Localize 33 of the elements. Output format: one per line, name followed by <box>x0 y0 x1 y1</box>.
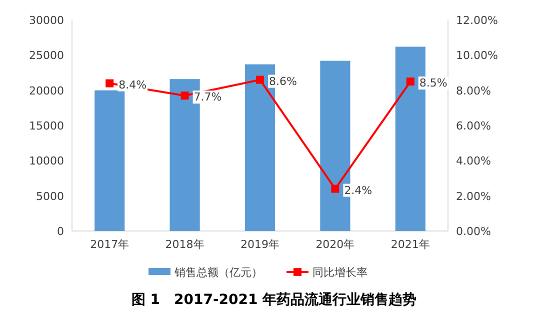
y-tick-label: 0 <box>57 225 64 238</box>
y2-tick-label: 6.00% <box>456 120 491 132</box>
point <box>106 79 114 88</box>
y2-tick-label: 8.00% <box>456 84 491 98</box>
data-label: 8.4% <box>118 78 147 92</box>
point <box>256 76 264 84</box>
point <box>180 92 189 100</box>
x-tick-label: 2017年 <box>90 238 130 251</box>
point <box>331 184 340 193</box>
x-tick-label: 2019年 <box>240 238 280 251</box>
data-label: 2.4% <box>344 184 372 197</box>
y2-tick-label: 10.00% <box>456 49 498 62</box>
y2-tick-label: 2.00% <box>456 190 491 203</box>
x-tick-label: 2018年 <box>165 238 204 251</box>
y-tick-label: 20000 <box>29 84 64 98</box>
y-tick-label: 30000 <box>29 14 64 27</box>
y2-tick-label: 0.00% <box>456 225 491 238</box>
point <box>406 78 414 86</box>
y2-tick-label: 12.00% <box>456 14 498 27</box>
bar <box>94 90 125 231</box>
legend-label: 同比增长率 <box>312 266 368 279</box>
legend-label: 销售总额（亿元） <box>174 266 262 279</box>
x-tick-label: 2020年 <box>316 238 355 251</box>
data-label: 8.5% <box>419 76 448 90</box>
y-tick-label: 25000 <box>29 49 64 62</box>
data-label: 8.6% <box>269 74 297 88</box>
y-tick-label: 10000 <box>29 154 64 168</box>
y-tick-label: 15000 <box>29 120 64 132</box>
data-label: 7.7% <box>194 90 222 104</box>
y-tick-label: 5000 <box>36 190 64 203</box>
x-tick-label: 2021年 <box>390 238 430 251</box>
text: 图 1 2017-2021 年药品流通行业销售趋势 <box>131 291 417 308</box>
y2-tick-label: 4.00% <box>456 154 491 168</box>
